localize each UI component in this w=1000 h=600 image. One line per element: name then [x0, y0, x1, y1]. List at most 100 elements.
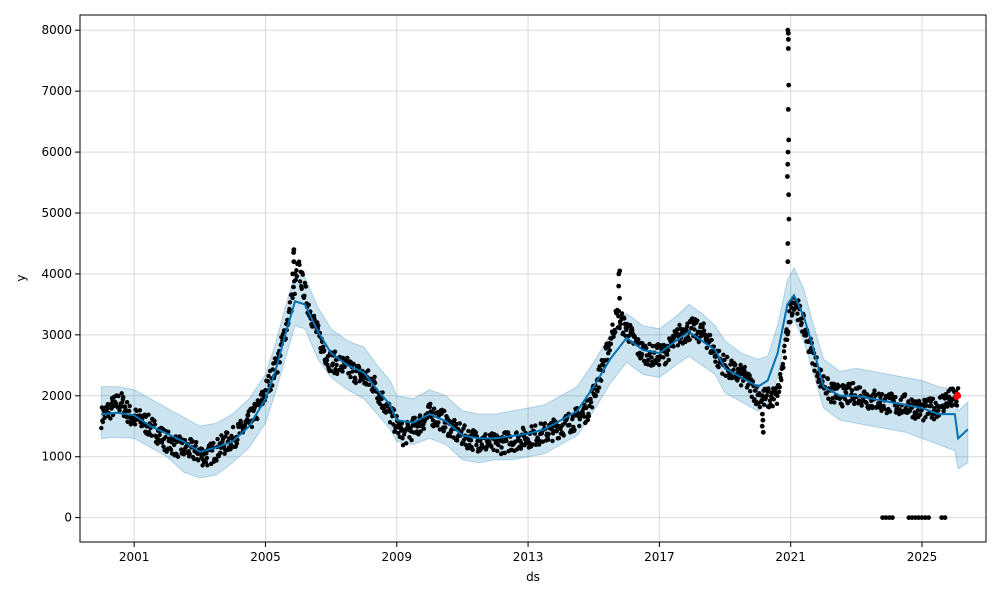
observed-point [857, 385, 863, 390]
observed-point [785, 161, 791, 167]
observed-point [172, 442, 177, 448]
observed-point [766, 386, 771, 391]
observed-point [830, 396, 835, 401]
observed-point [470, 447, 475, 452]
observed-point [742, 364, 747, 370]
observed-point [923, 415, 928, 420]
observed-point [297, 279, 303, 284]
observed-point [785, 107, 791, 112]
observed-point [119, 391, 124, 396]
observed-point [439, 411, 444, 416]
observed-point [442, 408, 447, 414]
observed-point [466, 428, 471, 434]
observed-point [266, 373, 271, 379]
observed-point [521, 427, 526, 432]
observed-point [499, 445, 504, 450]
observed-point [770, 404, 775, 409]
observed-point [449, 427, 454, 433]
observed-point [733, 362, 738, 367]
observed-point [342, 364, 347, 370]
observed-point [954, 403, 960, 408]
observed-point [692, 327, 697, 332]
observed-point [125, 419, 130, 424]
observed-point [666, 357, 671, 363]
observed-point [436, 420, 441, 425]
observed-point [447, 433, 453, 439]
observed-point [302, 293, 307, 298]
observed-point [636, 337, 641, 342]
observed-point [701, 328, 707, 333]
y-axis-ticks: 0 1000 2000 3000 4000 5000 6000 7000 8000 [41, 23, 80, 525]
observed-point [353, 380, 358, 386]
observed-point [487, 439, 492, 445]
observed-point [119, 404, 124, 409]
observed-point [675, 327, 680, 332]
observed-point [665, 352, 670, 357]
observed-point [745, 382, 751, 388]
observed-point [917, 412, 923, 417]
observed-point [529, 424, 534, 429]
observed-point [786, 137, 792, 143]
observed-point [306, 302, 311, 307]
observed-point [372, 380, 378, 386]
observed-point [786, 329, 791, 334]
observed-point [152, 418, 157, 423]
observed-point [782, 343, 787, 349]
observed-point [205, 463, 210, 468]
observed-point [261, 391, 266, 396]
observed-point [639, 352, 645, 357]
observed-point [533, 423, 538, 428]
observed-point [325, 354, 331, 359]
observed-point [696, 339, 701, 345]
forecast-line-group [101, 293, 969, 453]
observed-point [219, 433, 224, 438]
observed-point [379, 396, 384, 402]
observed-point [429, 410, 435, 415]
observed-point [942, 515, 948, 520]
observed-point [775, 393, 780, 399]
observed-point [747, 373, 752, 378]
observed-point [782, 355, 788, 360]
x-tick-label: 2001 [119, 550, 150, 564]
observed-point [825, 376, 831, 382]
observed-point [117, 408, 122, 413]
observed-point [489, 444, 494, 449]
observed-point [329, 368, 334, 373]
observed-point [409, 437, 414, 443]
observed-point [400, 443, 406, 448]
observed-point [730, 374, 735, 380]
observed-point [760, 411, 765, 417]
observed-point [780, 361, 786, 367]
y-tick-label: 8000 [41, 23, 72, 37]
observed-point [843, 390, 849, 396]
observed-point [291, 284, 296, 290]
observed-point [588, 399, 594, 405]
observed-point [882, 406, 887, 411]
observed-point [275, 370, 280, 375]
observed-point [457, 421, 462, 426]
observed-point [418, 429, 423, 434]
observed-point [105, 406, 110, 411]
observed-point [270, 367, 275, 372]
observed-point [630, 328, 635, 333]
observed-point [731, 367, 736, 372]
observed-point [709, 337, 714, 343]
observed-point [873, 393, 878, 398]
observed-point [530, 442, 535, 447]
observed-point [157, 432, 162, 438]
observed-point [214, 458, 219, 463]
observed-point [738, 383, 744, 388]
observed-point [463, 442, 468, 448]
observed-point [561, 433, 566, 438]
observed-point [302, 280, 308, 286]
observed-point [417, 413, 423, 418]
observed-point [599, 378, 604, 383]
observed-point [334, 362, 339, 368]
observed-point [748, 389, 753, 394]
observed-point [187, 451, 192, 457]
observed-point [454, 438, 460, 443]
observed-point [353, 376, 358, 381]
observed-point [428, 401, 433, 406]
observed-point [647, 341, 652, 347]
observed-point [474, 442, 479, 448]
